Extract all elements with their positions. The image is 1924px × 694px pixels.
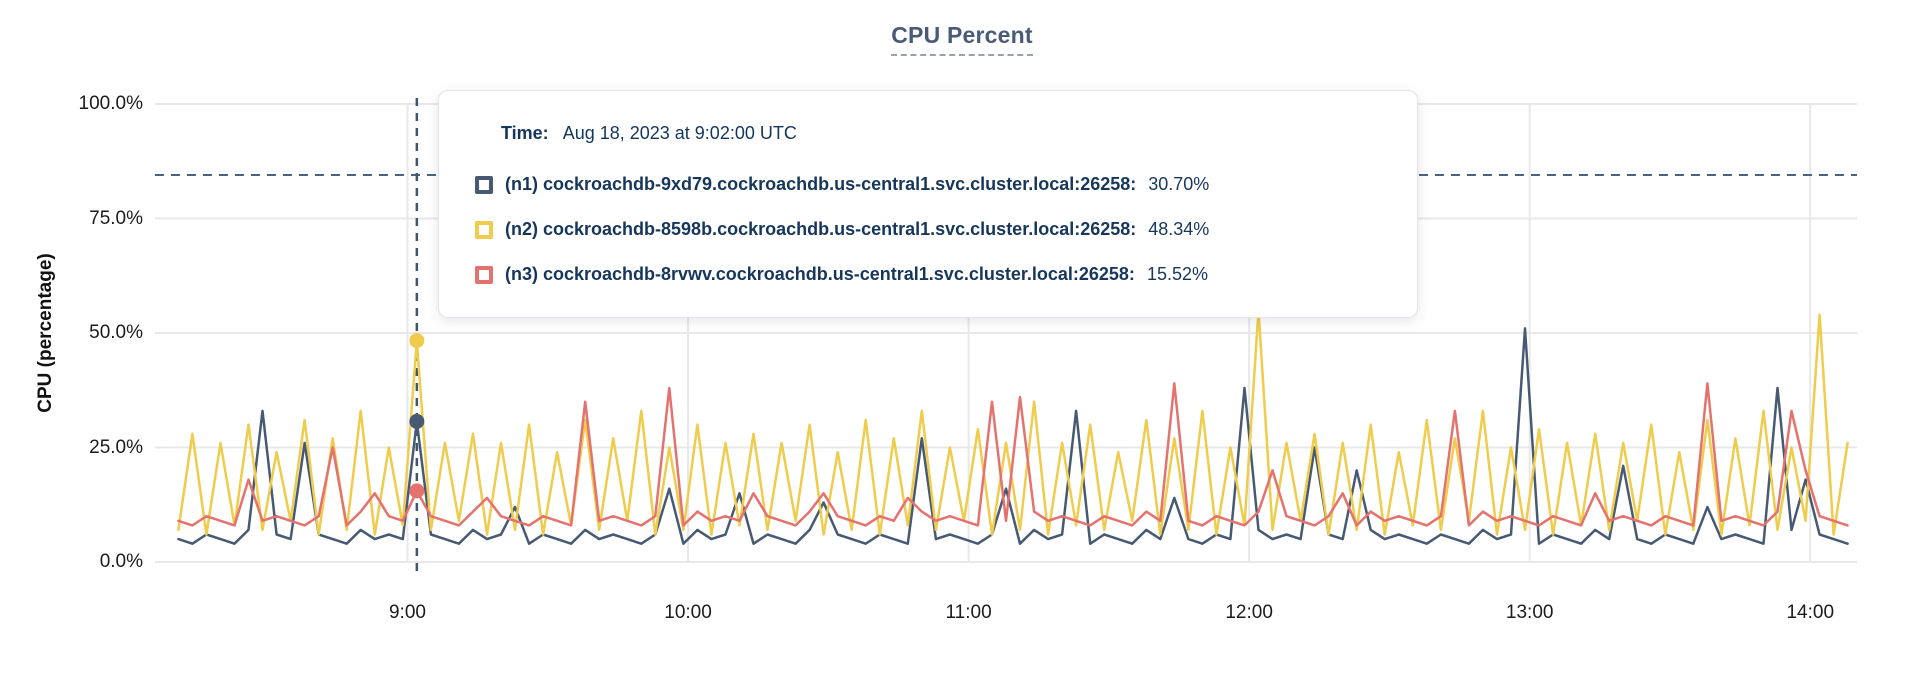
series-n1-swatch-icon — [475, 175, 493, 194]
tooltip-series-row: (n1) cockroachdb-9xd79.cockroachdb.us-ce… — [475, 162, 1393, 207]
series-line-n3 — [177, 382, 1849, 527]
hover-point-n1 — [409, 413, 425, 429]
tooltip-series-value: 15.52% — [1146, 264, 1208, 284]
tooltip-series-value: 30.70% — [1148, 174, 1210, 194]
x-tick-label: 9:00 — [388, 602, 426, 623]
x-tick-label: 14:00 — [1786, 602, 1835, 623]
x-tick-label: 10:00 — [664, 602, 712, 623]
hover-point-n2 — [409, 333, 425, 349]
y-tick-label: 50.0% — [89, 322, 143, 343]
tooltip-series-label: (n2) cockroachdb-8598b.cockroachdb.us-ce… — [505, 219, 1137, 239]
tooltip-series-label: (n1) cockroachdb-9xd79.cockroachdb.us-ce… — [505, 174, 1137, 194]
chart-header: CPU Percent — [0, 22, 1924, 56]
tooltip-series-value: 48.34% — [1148, 219, 1210, 239]
tooltip-time-label: Time: — [501, 123, 549, 143]
chart-title: CPU Percent — [891, 22, 1033, 56]
x-tick-label: 12:00 — [1225, 602, 1273, 623]
series-n3-swatch-icon — [475, 265, 493, 284]
y-tick-label: 75.0% — [89, 207, 143, 229]
tooltip-series-label: (n3) cockroachdb-8rvwv.cockroachdb.us-ce… — [505, 264, 1135, 284]
x-tick-label: 11:00 — [945, 602, 992, 623]
series-line-n1 — [177, 327, 1849, 545]
hover-tooltip: Time: Aug 18, 2023 at 9:02:00 UTC (n1) c… — [438, 90, 1418, 318]
series-line-n2 — [177, 308, 1849, 536]
y-tick-label: 100.0% — [78, 93, 143, 114]
tooltip-time-value: Aug 18, 2023 at 9:02:00 UTC — [562, 123, 797, 143]
series-n2-swatch-icon — [475, 220, 493, 239]
y-axis-label: CPU (percentage) — [35, 253, 56, 413]
y-tick-label: 25.0% — [89, 436, 143, 458]
hover-point-n3 — [409, 483, 425, 499]
tooltip-series-row: (n3) cockroachdb-8rvwv.cockroachdb.us-ce… — [475, 252, 1393, 297]
tooltip-series-row: (n2) cockroachdb-8598b.cockroachdb.us-ce… — [475, 207, 1393, 252]
y-tick-label: 0.0% — [99, 551, 143, 572]
x-tick-label: 13:00 — [1505, 602, 1554, 623]
tooltip-time-row: Time: Aug 18, 2023 at 9:02:00 UTC — [501, 123, 1393, 144]
